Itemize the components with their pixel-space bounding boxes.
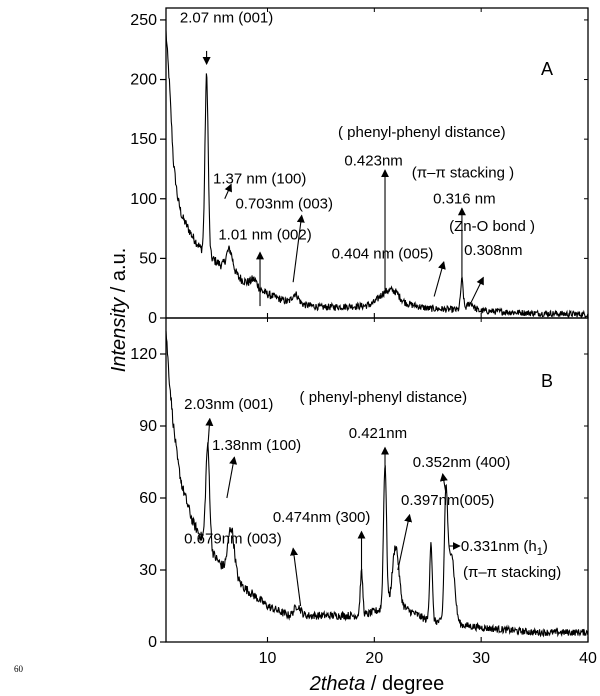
x-tick-label-40: 40 xyxy=(579,650,597,667)
panel-b-arrow-6 xyxy=(439,473,448,494)
panel-b-label: B xyxy=(541,371,553,391)
panel-b-annotation-5: 0.397nm(005) xyxy=(401,492,494,509)
panel-b-annotation-8: 0.331nm (h1) xyxy=(461,538,548,558)
annotation-arrows xyxy=(202,50,484,607)
panel-b-y-tick-label-60: 60 xyxy=(139,490,157,507)
panel-a-y-tick-label-100: 100 xyxy=(130,191,157,208)
panel-b-annotation-1: 1.38nm (100) xyxy=(212,437,301,454)
panel-a-annotation-4: ( phenyl-phenyl distance) xyxy=(338,124,506,141)
panel-a-arrow-7 xyxy=(433,260,446,297)
panel-a-annotation-9: 0.404 nm (005) xyxy=(332,245,434,262)
x-axis-label-italic: 2theta xyxy=(309,673,366,695)
panel-b-frame xyxy=(165,317,589,643)
x-tick-label-20: 20 xyxy=(365,650,383,667)
panel-b-y-tick-label-120: 120 xyxy=(130,346,157,363)
y-axis-label: Intensity / a.u. xyxy=(108,248,130,373)
panel-b-arrow-2 xyxy=(290,547,302,607)
panel-a-y-tick-label-0: 0 xyxy=(148,310,157,327)
panel-b-annotation-0: 2.03nm (001) xyxy=(184,396,273,413)
panel-b-annotation-7: 0.679nm (003) xyxy=(184,531,282,548)
panel-a-y-tick-label-200: 200 xyxy=(130,72,157,89)
panel-b-annotation-4: 0.352nm (400) xyxy=(413,454,511,471)
x-axis-label-unit: / degree xyxy=(365,673,444,695)
panel-a-arrow-1 xyxy=(224,183,232,199)
panel-a-annotation-7: 0.316 nm xyxy=(433,191,496,208)
x-tick-label-30: 30 xyxy=(472,650,490,667)
panel-b-annotation-6: 0.474nm (300) xyxy=(273,509,371,526)
panel-a-annotation-1: 1.37 nm (100) xyxy=(213,170,306,187)
axis-ticks: 0 50 100 150 200 250 0 30 60 90 120 10 20 30 40 xyxy=(130,8,597,667)
panel-a-xrd-curve xyxy=(165,30,589,319)
y-axis-label-italic: Intensity xyxy=(108,297,130,372)
panel-b-annotation-3: 0.421nm xyxy=(349,425,407,442)
panel-a-y-tick-label-250: 250 xyxy=(130,12,157,29)
panel-a-annotation-2: 0.703nm (003) xyxy=(235,195,333,212)
panel-a-annotation-6: (π–π stacking ) xyxy=(412,164,514,181)
y-axis-label-unit: / a.u. xyxy=(108,248,130,298)
panel-b-arrow-0 xyxy=(205,417,214,451)
panel-b-y-tick-label-30: 30 xyxy=(139,562,157,579)
page-number: 60 xyxy=(14,664,24,674)
panel-b-arrow-1 xyxy=(226,456,238,499)
xrd-curves xyxy=(165,30,589,638)
x-axis-label: 2theta / degree xyxy=(309,673,445,695)
panel-a-y-tick-label-150: 150 xyxy=(130,131,157,148)
panel-a-annotation-0: 2.07 nm (001) xyxy=(180,9,273,26)
annotations: 2.07 nm (001) 1.37 nm (100) 0.703nm (003) 1… xyxy=(180,9,561,581)
panel-b-y-tick-label-0: 0 xyxy=(148,634,157,651)
panel-b-xrd-curve xyxy=(165,330,589,638)
panel-a-arrow-2 xyxy=(292,214,305,283)
x-tick-label-10: 10 xyxy=(259,650,277,667)
panel-a-arrow-6 xyxy=(469,276,484,304)
panel-a-annotation-5: 0.423nm xyxy=(344,152,402,169)
panel-b-arrow-5 xyxy=(397,513,413,571)
panel-b-annotation-9: (π–π stacking) xyxy=(463,564,561,581)
panel-a-annotation-3: 1.01 nm (002) xyxy=(218,226,311,243)
panel-b-annotation-2: ( phenyl-phenyl distance) xyxy=(300,389,468,406)
panel-a-annotation-10: 0.308nm xyxy=(464,242,522,259)
panel-a-annotation-8: (Zn-O bond ) xyxy=(449,218,535,235)
panel-a-label: A xyxy=(541,59,553,79)
panel-a-y-tick-label-50: 50 xyxy=(139,250,157,267)
panel-b-y-tick-label-90: 90 xyxy=(139,418,157,435)
